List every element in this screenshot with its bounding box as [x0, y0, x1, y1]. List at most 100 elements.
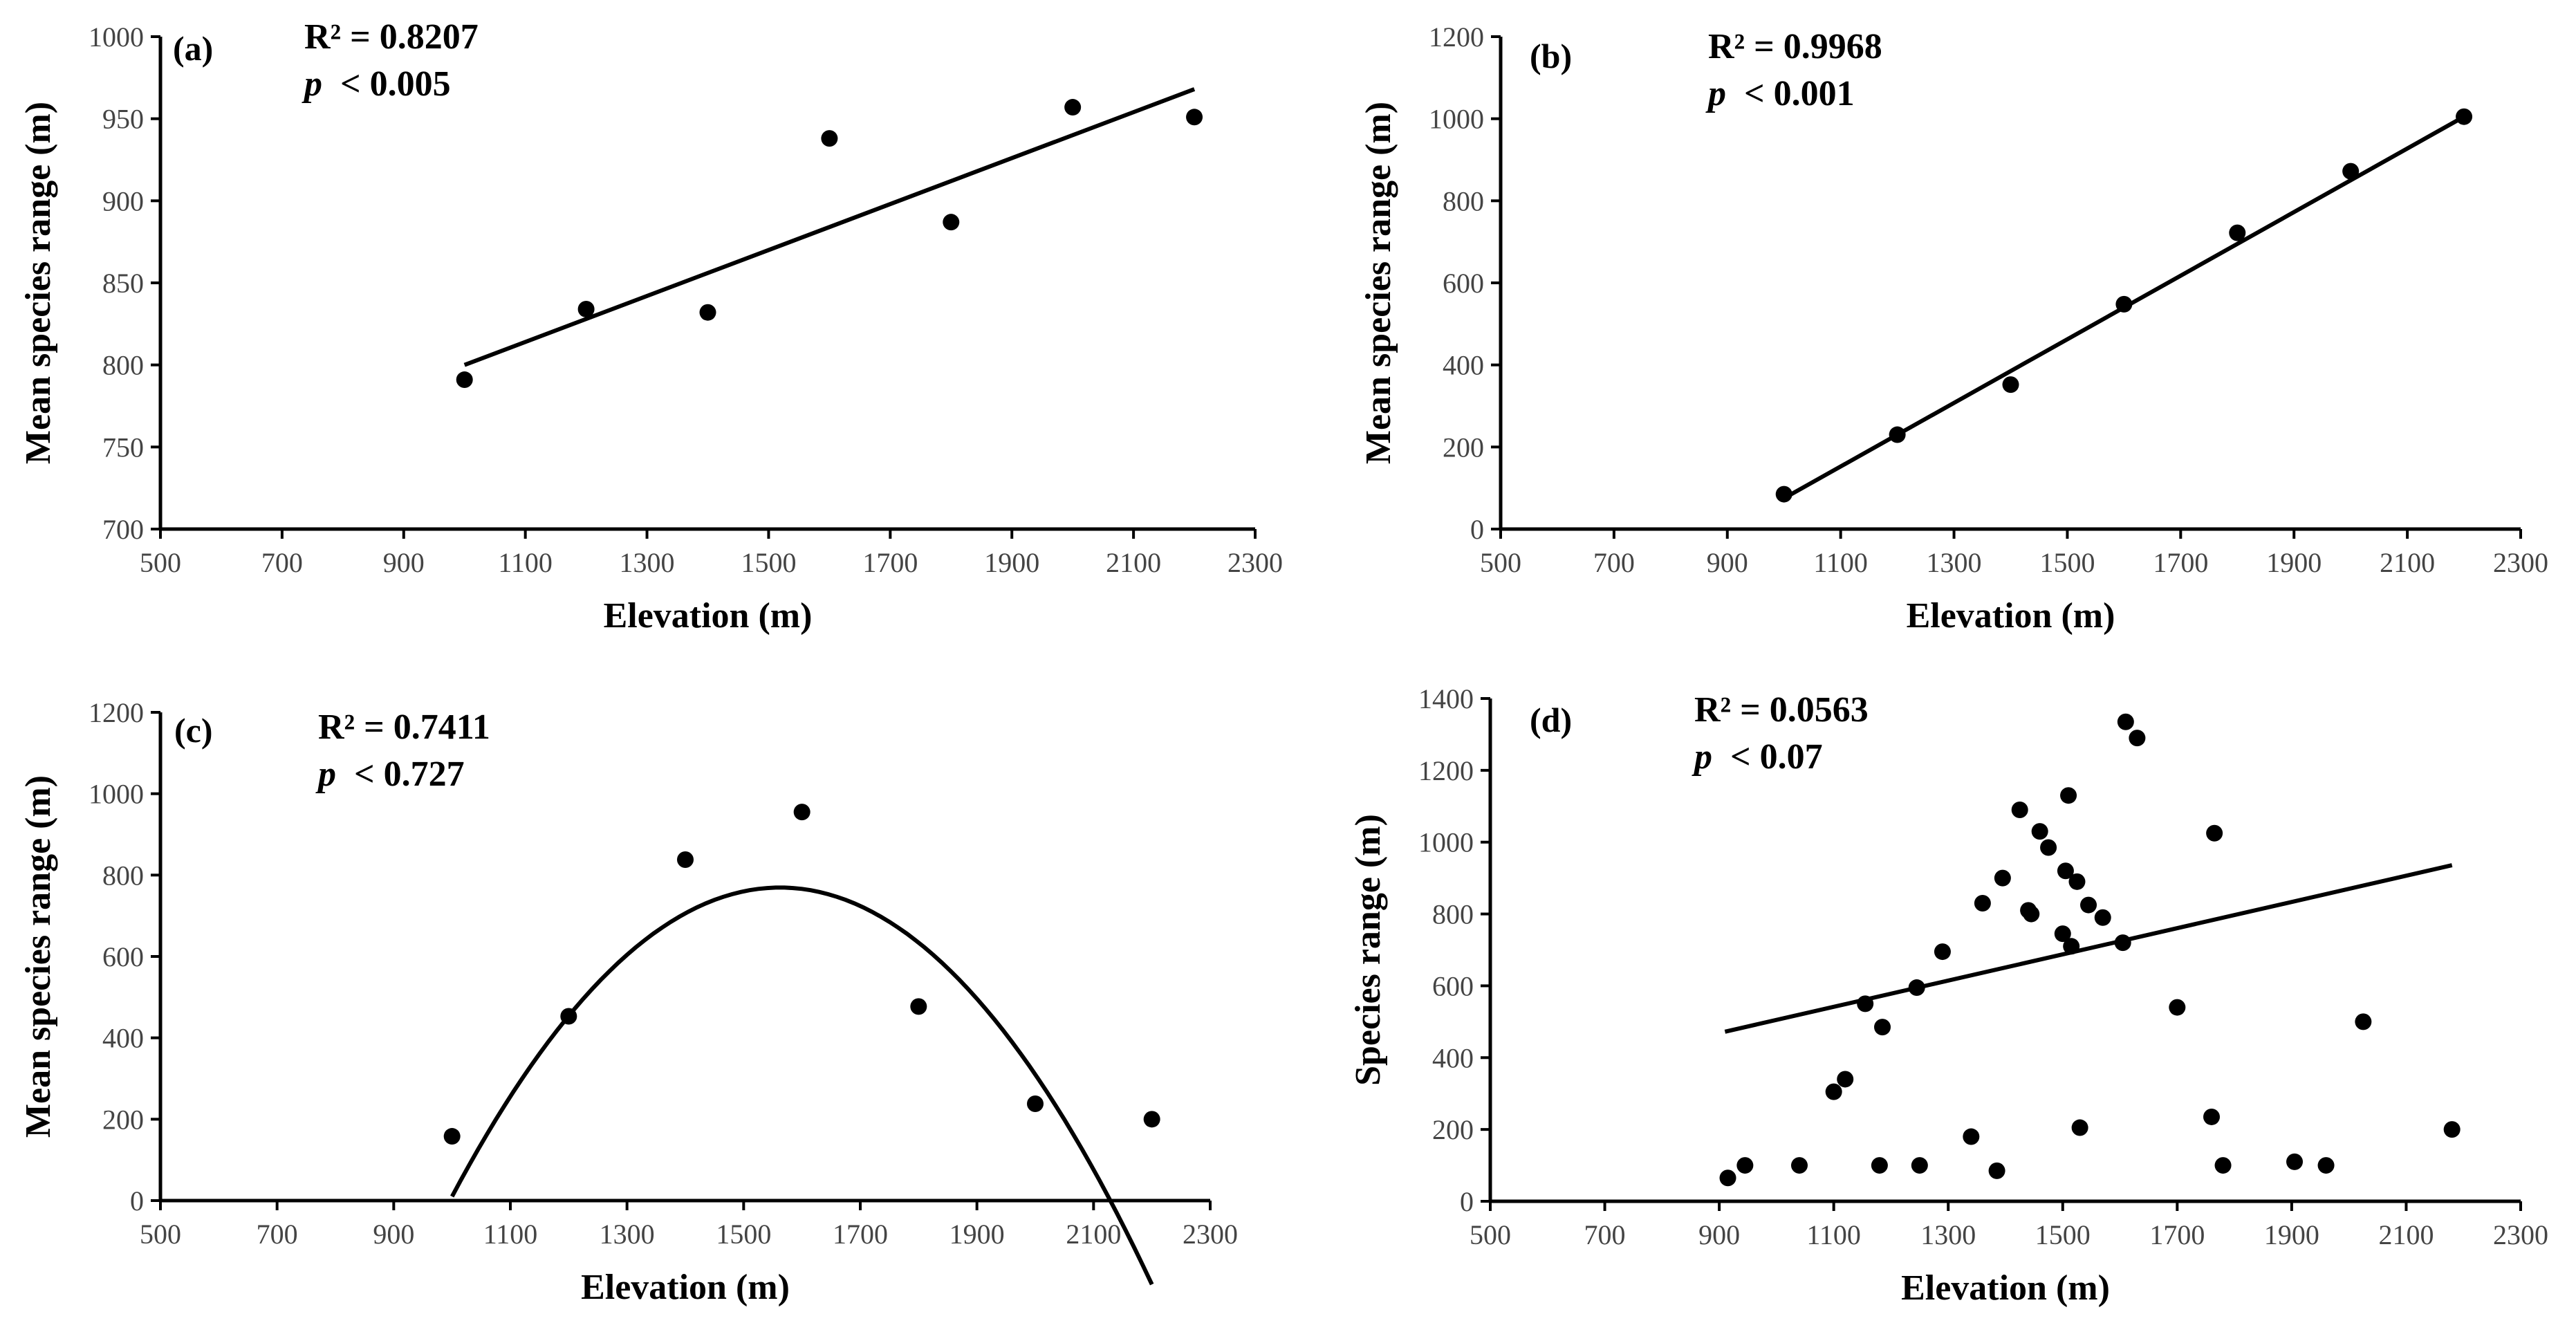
- x-tick-label: 900: [1698, 1219, 1740, 1250]
- r-squared-label: R² = 0.8207: [304, 17, 479, 57]
- data-point: [2286, 1153, 2304, 1170]
- data-point: [2443, 1121, 2461, 1138]
- x-tick-label: 1300: [1927, 547, 1982, 578]
- data-point: [2023, 905, 2040, 923]
- y-tick-label: 400: [1443, 350, 1484, 381]
- data-point: [2214, 1157, 2232, 1174]
- data-point: [910, 998, 927, 1015]
- data-point: [1908, 979, 1925, 997]
- data-point: [2117, 713, 2134, 730]
- data-point: [2063, 938, 2080, 955]
- data-point: [1874, 1019, 1891, 1036]
- x-tick-label: 500: [1480, 547, 1521, 578]
- data-point: [2080, 896, 2097, 914]
- p-symbol: p: [1692, 737, 1712, 777]
- p-value-label: < 0.005: [340, 64, 451, 104]
- x-tick-label: 1700: [862, 547, 918, 578]
- data-point: [677, 851, 694, 868]
- data-point: [1934, 943, 1951, 961]
- data-point: [2094, 909, 2111, 926]
- data-point: [943, 214, 960, 231]
- x-tick-label: 1100: [1806, 1219, 1861, 1250]
- x-tick-label: 2300: [1227, 547, 1283, 578]
- p-symbol: p: [302, 64, 322, 104]
- data-point: [2115, 295, 2133, 313]
- data-point: [1027, 1095, 1044, 1112]
- panel-label: (a): [173, 29, 213, 68]
- panel-d: 500 700 900 1100 1300 1500 1700 1900 2100 2300 0 20…: [1349, 683, 2548, 1308]
- data-point: [821, 130, 838, 147]
- y-axis-title: Mean species range (m): [1359, 102, 1398, 464]
- x-tick-label: 2100: [1066, 1219, 1121, 1250]
- r-squared-label: R² = 0.0563: [1694, 690, 1869, 730]
- data-point: [577, 300, 595, 317]
- x-tick-label: 500: [140, 547, 181, 578]
- panel-b: 500 700 900 1100 1300 1500 1700 1900 2100 2300 0 20…: [1359, 21, 2548, 636]
- y-tick-label: 0: [1470, 514, 1484, 545]
- data-point: [2040, 839, 2057, 856]
- data-point: [1871, 1157, 1888, 1174]
- x-tick-label: 2300: [2493, 1219, 2548, 1250]
- data-point: [443, 1128, 461, 1145]
- x-tick-label: 700: [261, 547, 303, 578]
- y-tick-label: 600: [102, 941, 144, 972]
- x-tick-label: 900: [1707, 547, 1748, 578]
- r-squared-label: R² = 0.7411: [318, 707, 490, 747]
- panel-label: (d): [1530, 701, 1572, 739]
- data-point: [1837, 1071, 1854, 1088]
- y-tick-label: 800: [102, 860, 144, 891]
- data-point: [1825, 1083, 1842, 1100]
- x-tick-label: 900: [383, 547, 425, 578]
- p-symbol: p: [315, 755, 336, 794]
- data-point: [1974, 894, 1991, 912]
- x-tick-label: 500: [140, 1219, 181, 1250]
- data-point: [2355, 1013, 2372, 1030]
- y-tick-label: 600: [1432, 970, 1474, 1001]
- x-tick-label: 1700: [2149, 1219, 2205, 1250]
- r-squared-label: R² = 0.9968: [1708, 27, 1882, 66]
- data-point: [793, 804, 810, 821]
- y-tick-label: 1000: [89, 779, 144, 810]
- y-axis-title: Mean species range (m): [19, 775, 58, 1138]
- data-point: [1988, 1162, 2005, 1179]
- y-tick-label: 1200: [89, 697, 144, 728]
- p-value-label: < 0.727: [354, 755, 465, 794]
- x-tick-label: 1700: [833, 1219, 888, 1250]
- x-tick-label: 2300: [1183, 1219, 1238, 1250]
- y-tick-label: 700: [102, 514, 144, 545]
- data-point: [1719, 1169, 1736, 1187]
- x-tick-label: 1900: [984, 547, 1039, 578]
- y-tick-label: 1200: [1429, 21, 1484, 53]
- panel-label: (c): [174, 711, 213, 750]
- x-tick-label: 1500: [2039, 547, 2095, 578]
- x-tick-label: 2100: [2378, 1219, 2434, 1250]
- panel-label: (b): [1530, 37, 1572, 75]
- x-tick-label: 1900: [2266, 547, 2322, 578]
- y-tick-label: 1200: [1418, 755, 1474, 786]
- x-tick-label: 1700: [2153, 547, 2208, 578]
- y-tick-label: 1000: [1429, 104, 1484, 135]
- y-tick-label: 200: [1432, 1114, 1474, 1145]
- data-point: [2068, 873, 2086, 890]
- x-tick-label: 700: [257, 1219, 298, 1250]
- data-point: [2114, 934, 2131, 952]
- x-tick-label: 500: [1470, 1219, 1511, 1250]
- y-tick-label: 400: [102, 1023, 144, 1054]
- p-value-label: < 0.07: [1730, 737, 1823, 777]
- data-point: [2057, 862, 2074, 880]
- y-tick-label: 600: [1443, 268, 1484, 299]
- x-tick-label: 1500: [741, 547, 796, 578]
- data-point: [1911, 1157, 1928, 1174]
- x-tick-label: 1500: [716, 1219, 771, 1250]
- data-point: [2317, 1157, 2335, 1174]
- y-tick-label: 750: [102, 432, 144, 463]
- p-symbol: p: [1705, 74, 1726, 113]
- data-point: [2203, 1108, 2220, 1125]
- y-tick-label: 200: [1443, 432, 1484, 463]
- data-point: [1775, 485, 1792, 503]
- data-point: [2060, 787, 2077, 804]
- data-point: [2169, 999, 2186, 1016]
- data-point: [2229, 224, 2246, 241]
- y-tick-label: 0: [130, 1185, 144, 1216]
- panel-a: 500 700 900 1100 1300 1500 1700 1900 2100 2300700…: [19, 17, 1283, 636]
